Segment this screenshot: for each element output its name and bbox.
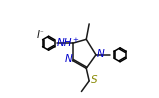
Text: S: S <box>91 75 97 85</box>
Text: +: + <box>72 37 78 43</box>
Text: ⁻: ⁻ <box>39 30 43 36</box>
Text: NH: NH <box>56 38 72 48</box>
Text: N: N <box>96 49 104 59</box>
Text: I: I <box>36 30 39 40</box>
Text: N: N <box>65 54 73 64</box>
